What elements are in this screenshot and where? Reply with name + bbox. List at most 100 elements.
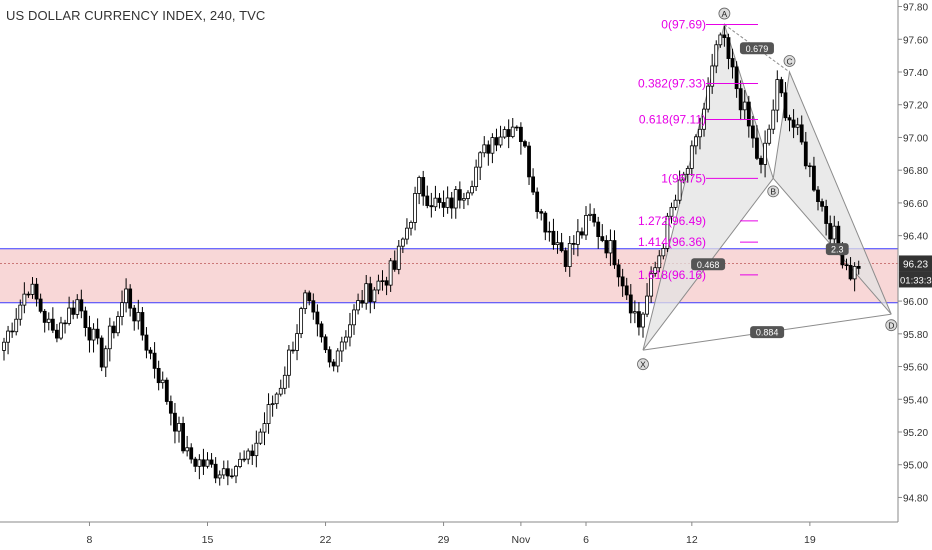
candle-body xyxy=(738,88,743,111)
candle xyxy=(319,321,324,343)
candle xyxy=(807,162,812,178)
candle xyxy=(665,212,670,252)
candle xyxy=(213,457,218,484)
candle xyxy=(242,450,247,463)
candle xyxy=(543,211,548,241)
candle-body xyxy=(799,124,804,143)
candle xyxy=(527,141,531,185)
candle-body xyxy=(303,292,308,310)
candle-body xyxy=(396,245,401,270)
candle-body xyxy=(299,308,304,335)
price-tick-label: 95.00 xyxy=(903,461,928,472)
ratio-badge-bg xyxy=(825,243,849,256)
candle-body xyxy=(152,352,157,369)
candle-body xyxy=(368,283,373,303)
candle-body xyxy=(563,250,568,267)
candle xyxy=(75,294,80,319)
candle-body xyxy=(669,206,674,217)
candle-body xyxy=(120,302,124,317)
candle xyxy=(217,470,222,486)
candle-body xyxy=(437,197,442,203)
candle xyxy=(620,268,625,297)
candle xyxy=(702,102,706,137)
candle-body xyxy=(343,336,348,343)
candle-body xyxy=(181,423,185,452)
candle xyxy=(417,175,422,205)
candle-body xyxy=(417,177,422,194)
candle-body xyxy=(824,205,829,224)
candle xyxy=(286,345,291,388)
candle-body xyxy=(457,189,462,201)
candle xyxy=(763,130,767,178)
candle xyxy=(46,312,51,331)
candle-body xyxy=(413,193,417,223)
candle-body xyxy=(55,329,59,339)
candle xyxy=(132,305,137,331)
fib-level: 0(97.69) xyxy=(661,18,758,32)
candle xyxy=(645,283,649,318)
candle xyxy=(120,290,124,326)
candle-body xyxy=(201,459,206,467)
price-tick-label: 94.80 xyxy=(903,493,928,504)
candle-body xyxy=(555,242,560,245)
candle xyxy=(494,128,499,152)
candle xyxy=(368,276,373,314)
candle-body xyxy=(653,267,658,274)
candle-body xyxy=(132,307,137,322)
candle-body xyxy=(445,197,450,208)
candle-body xyxy=(270,403,275,406)
candle xyxy=(388,257,393,292)
candle xyxy=(470,180,474,196)
candle xyxy=(67,296,72,326)
candle-body xyxy=(498,136,503,146)
candle xyxy=(457,181,462,209)
candle xyxy=(571,235,576,255)
price-tick-label: 97.60 xyxy=(903,35,928,46)
candle-body xyxy=(360,300,365,304)
candle xyxy=(234,464,238,484)
time-axis[interactable]: 8 15 22 29 Nov 6 12 19 xyxy=(0,521,898,546)
candle xyxy=(10,322,15,338)
candle xyxy=(755,125,759,161)
candle xyxy=(803,131,808,170)
candle-body xyxy=(816,189,820,202)
candle-body xyxy=(518,126,523,142)
time-tick-label: 6 xyxy=(583,534,589,546)
candle xyxy=(400,237,405,253)
candle-body xyxy=(482,144,487,154)
ratio-text: 0.884 xyxy=(756,328,779,338)
candle-body xyxy=(567,243,572,267)
candle xyxy=(681,171,686,184)
candle xyxy=(91,323,96,353)
candle xyxy=(99,335,104,372)
candle-body xyxy=(42,310,47,323)
candle xyxy=(26,291,31,298)
candle xyxy=(791,109,796,139)
candle-body xyxy=(116,316,120,334)
candle xyxy=(653,261,658,277)
candle xyxy=(116,311,120,337)
candle xyxy=(767,124,772,146)
last-price-tag xyxy=(899,255,932,272)
candle-body xyxy=(331,361,336,367)
candle xyxy=(111,321,116,339)
candle-body xyxy=(706,85,711,110)
candle-body xyxy=(168,401,173,414)
pattern-labels: X A B C D 0.679 0.468 2.3 0.884 xyxy=(637,7,898,371)
candle-body xyxy=(812,165,816,191)
price-tick-label: 95.40 xyxy=(903,395,928,406)
candle-body xyxy=(254,442,259,457)
candle-body xyxy=(551,230,556,245)
candle-body xyxy=(144,334,149,351)
candle-body xyxy=(836,225,841,246)
candle-body xyxy=(502,129,507,138)
candle-body xyxy=(10,330,15,333)
candle xyxy=(616,259,621,287)
candle xyxy=(323,334,328,353)
candle xyxy=(409,220,413,236)
candle xyxy=(677,170,682,204)
candle-body xyxy=(335,350,340,367)
price-axis[interactable]: 97.80 97.60 97.40 97.20 97.00 96.80 96.60 96.40… xyxy=(897,0,932,522)
candle-body xyxy=(783,92,788,119)
